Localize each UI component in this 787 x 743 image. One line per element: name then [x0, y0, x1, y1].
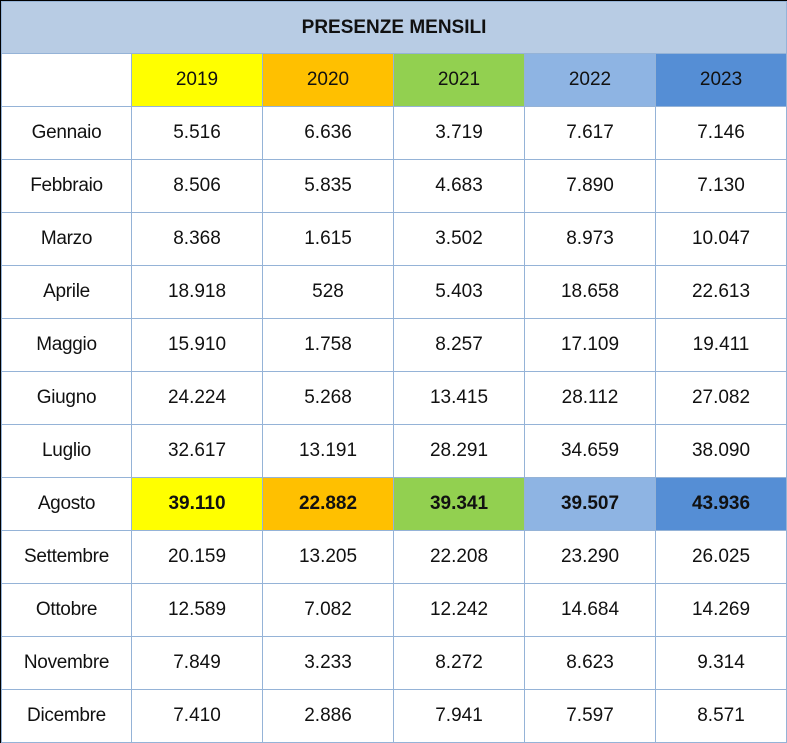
month-cell: Marzo — [1, 212, 132, 266]
value-cell: 8.506 — [131, 159, 263, 213]
value-cell: 13.415 — [393, 371, 525, 425]
year-header-2022: 2022 — [524, 53, 656, 107]
value-cell: 18.918 — [131, 265, 263, 319]
month-cell: Novembre — [1, 636, 132, 690]
value-cell: 22.613 — [654, 265, 787, 319]
table-row: Agosto 39.110 22.882 39.341 39.507 43.936 — [1, 477, 787, 531]
value-cell: 13.205 — [262, 530, 394, 584]
month-cell: Maggio — [1, 318, 132, 372]
value-cell: 13.191 — [262, 424, 394, 478]
value-cell: 20.159 — [131, 530, 263, 584]
title-row: PRESENZE MENSILI — [0, 1, 787, 54]
value-cell: 14.269 — [654, 583, 787, 637]
value-cell: 7.082 — [262, 583, 394, 637]
month-cell: Dicembre — [1, 689, 132, 743]
value-cell: 7.941 — [393, 689, 525, 743]
value-cell: 26.025 — [654, 530, 787, 584]
value-cell: 22.208 — [393, 530, 525, 584]
value-cell: 3.719 — [393, 106, 525, 160]
table-row: Maggio 15.910 1.758 8.257 17.109 19.411 — [1, 318, 787, 372]
value-cell: 3.233 — [262, 636, 394, 690]
month-cell: Giugno — [1, 371, 132, 425]
value-cell: 7.890 — [524, 159, 656, 213]
value-cell: 18.658 — [524, 265, 656, 319]
month-cell: Settembre — [1, 530, 132, 584]
value-cell: 32.617 — [131, 424, 263, 478]
value-cell: 28.112 — [524, 371, 656, 425]
month-cell: Febbraio — [1, 159, 132, 213]
value-cell: 1.758 — [262, 318, 394, 372]
value-cell: 7.410 — [131, 689, 263, 743]
table-row: Giugno 24.224 5.268 13.415 28.112 27.082 — [1, 371, 787, 425]
value-cell: 1.615 — [262, 212, 394, 266]
value-cell: 28.291 — [393, 424, 525, 478]
table-row: Marzo 8.368 1.615 3.502 8.973 10.047 — [1, 212, 787, 266]
value-cell: 2.886 — [262, 689, 394, 743]
value-cell: 8.973 — [524, 212, 656, 266]
value-cell: 7.130 — [654, 159, 787, 213]
month-cell: Gennaio — [1, 106, 132, 160]
value-cell: 12.589 — [131, 583, 263, 637]
value-cell: 39.341 — [393, 477, 525, 531]
value-cell: 5.403 — [393, 265, 525, 319]
value-cell: 7.597 — [524, 689, 656, 743]
value-cell: 39.507 — [524, 477, 656, 531]
month-cell: Luglio — [1, 424, 132, 478]
header-empty-cell — [1, 53, 132, 107]
year-header-2023: 2023 — [654, 53, 787, 107]
value-cell: 8.257 — [393, 318, 525, 372]
value-cell: 10.047 — [654, 212, 787, 266]
value-cell: 7.617 — [524, 106, 656, 160]
table-row: Dicembre 7.410 2.886 7.941 7.597 8.571 — [1, 689, 787, 743]
value-cell: 8.368 — [131, 212, 263, 266]
value-cell: 24.224 — [131, 371, 263, 425]
value-cell: 7.146 — [654, 106, 787, 160]
table-row: Settembre 20.159 13.205 22.208 23.290 26.025 — [1, 530, 787, 584]
header-row: 2019 2020 2021 2022 2023 — [1, 53, 787, 107]
table-row: Gennaio 5.516 6.636 3.719 7.617 7.146 — [1, 106, 787, 160]
value-cell: 6.636 — [262, 106, 394, 160]
value-cell: 19.411 — [654, 318, 787, 372]
value-cell: 528 — [262, 265, 394, 319]
value-cell: 39.110 — [131, 477, 263, 531]
value-cell: 5.835 — [262, 159, 394, 213]
value-cell: 9.314 — [654, 636, 787, 690]
value-cell: 3.502 — [393, 212, 525, 266]
table-title: PRESENZE MENSILI — [0, 1, 787, 54]
month-cell: Aprile — [1, 265, 132, 319]
value-cell: 8.623 — [524, 636, 656, 690]
value-cell: 38.090 — [654, 424, 787, 478]
value-cell: 5.516 — [131, 106, 263, 160]
value-cell: 7.849 — [131, 636, 263, 690]
year-header-2021: 2021 — [393, 53, 525, 107]
value-cell: 27.082 — [654, 371, 787, 425]
value-cell: 43.936 — [654, 477, 787, 531]
value-cell: 5.268 — [262, 371, 394, 425]
table-row: Febbraio 8.506 5.835 4.683 7.890 7.130 — [1, 159, 787, 213]
month-cell: Ottobre — [1, 583, 132, 637]
year-header-2020: 2020 — [262, 53, 394, 107]
value-cell: 15.910 — [131, 318, 263, 372]
table-row: Aprile 18.918 528 5.403 18.658 22.613 — [1, 265, 787, 319]
month-cell: Agosto — [1, 477, 132, 531]
value-cell: 34.659 — [524, 424, 656, 478]
value-cell: 8.272 — [393, 636, 525, 690]
table-row: Novembre 7.849 3.233 8.272 8.623 9.314 — [1, 636, 787, 690]
table-body: Gennaio 5.516 6.636 3.719 7.617 7.146 Febbraio… — [1, 106, 787, 743]
table-row: Luglio 32.617 13.191 28.291 34.659 38.090 — [1, 424, 787, 478]
value-cell: 23.290 — [524, 530, 656, 584]
value-cell: 8.571 — [654, 689, 787, 743]
value-cell: 12.242 — [393, 583, 525, 637]
value-cell: 17.109 — [524, 318, 656, 372]
value-cell: 14.684 — [524, 583, 656, 637]
year-header-2019: 2019 — [131, 53, 263, 107]
table-row: Ottobre 12.589 7.082 12.242 14.684 14.269 — [1, 583, 787, 637]
value-cell: 22.882 — [262, 477, 394, 531]
value-cell: 4.683 — [393, 159, 525, 213]
